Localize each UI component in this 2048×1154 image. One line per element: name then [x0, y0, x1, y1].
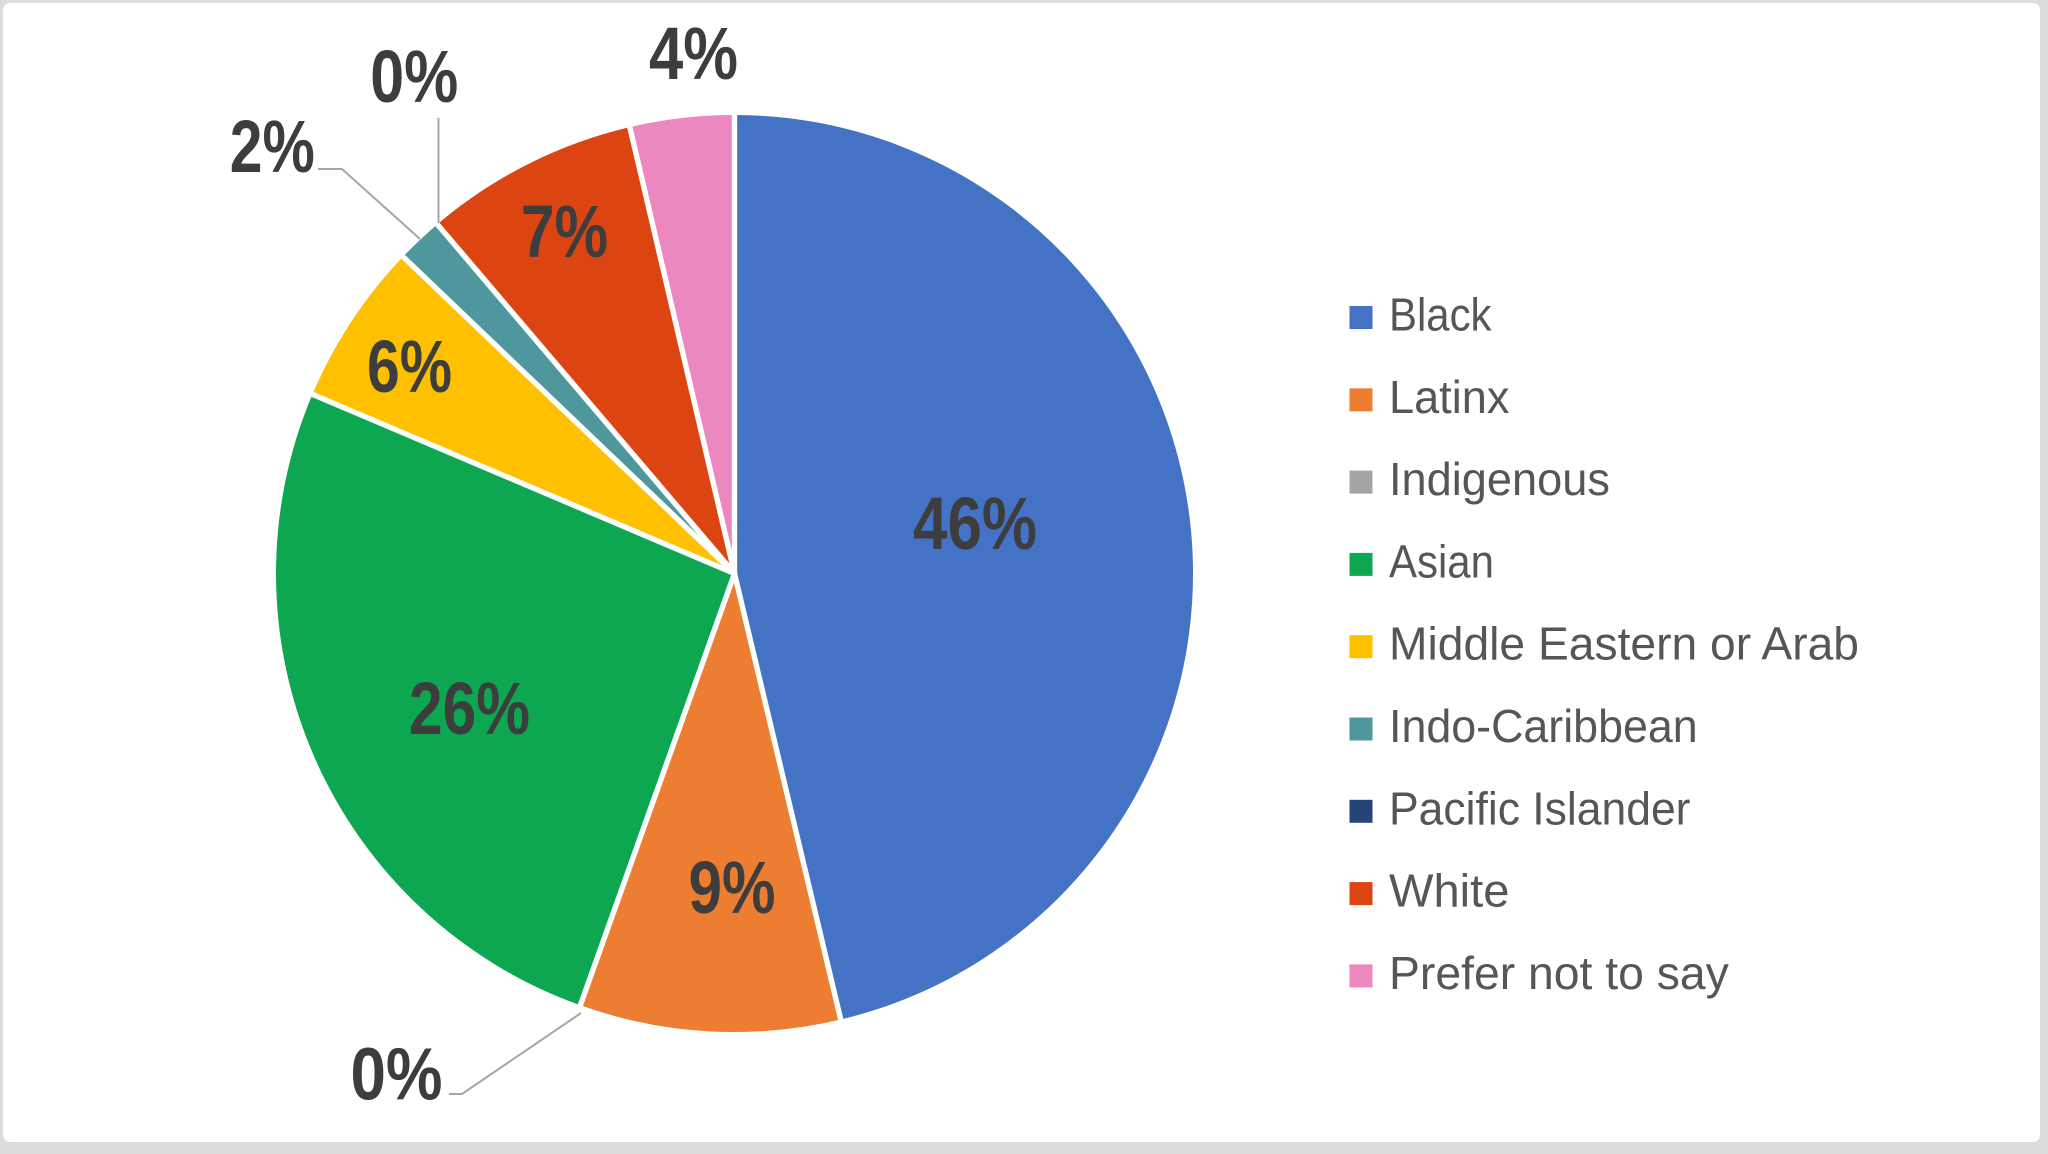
svg-text:46%: 46%	[913, 482, 1037, 565]
svg-text:0%: 0%	[351, 1033, 443, 1116]
svg-text:9%: 9%	[689, 846, 776, 929]
svg-text:Pacific Islander: Pacific Islander	[1389, 782, 1691, 834]
svg-text:Asian: Asian	[1389, 535, 1494, 587]
svg-text:White: White	[1389, 865, 1509, 917]
svg-text:Latinx: Latinx	[1389, 371, 1509, 423]
svg-text:7%: 7%	[521, 190, 608, 273]
svg-text:2%: 2%	[230, 105, 315, 188]
svg-text:Indo-Caribbean: Indo-Caribbean	[1389, 700, 1698, 752]
svg-text:0%: 0%	[370, 35, 458, 118]
svg-text:Middle Eastern or Arab: Middle Eastern or Arab	[1389, 618, 1859, 670]
svg-text:26%: 26%	[409, 667, 530, 750]
svg-text:4%: 4%	[649, 12, 738, 95]
svg-text:Indigenous: Indigenous	[1389, 453, 1610, 505]
svg-text:Prefer not to say: Prefer not to say	[1389, 947, 1729, 999]
svg-text:Black: Black	[1389, 289, 1492, 341]
svg-text:6%: 6%	[367, 325, 452, 408]
